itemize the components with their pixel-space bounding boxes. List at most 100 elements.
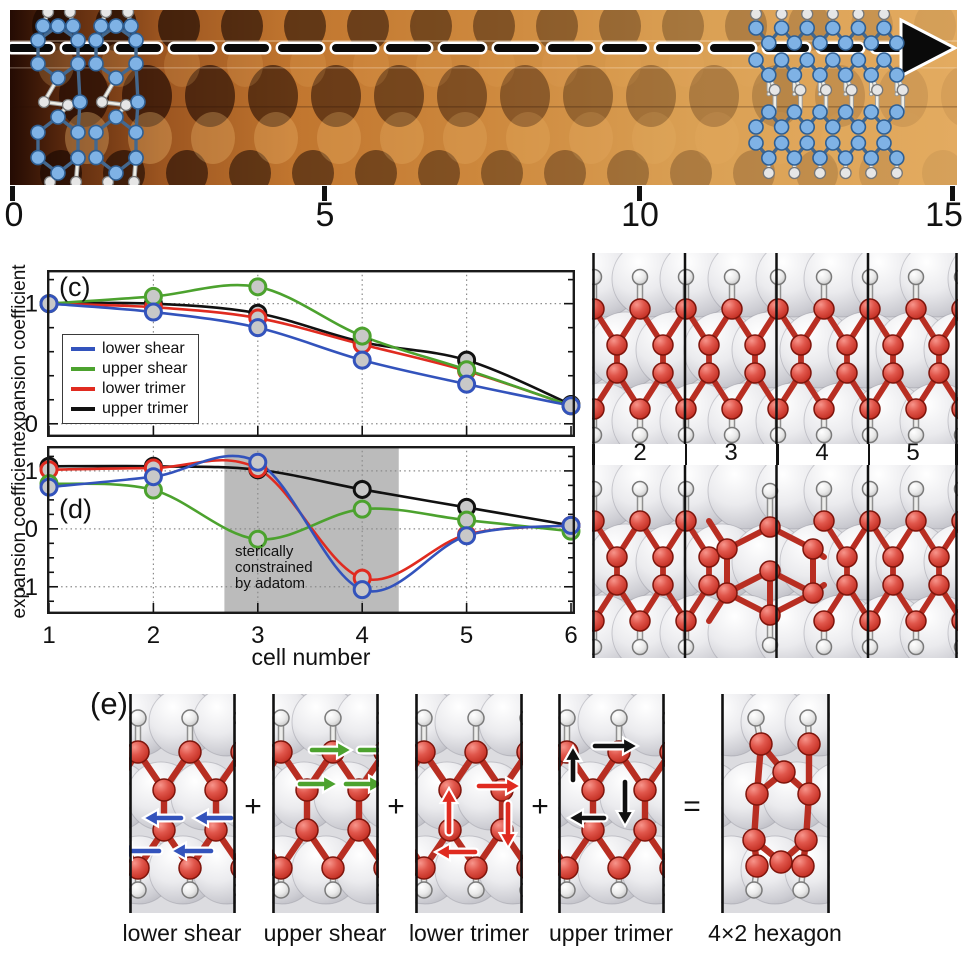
atoms	[592, 480, 958, 656]
scale-label: 5	[315, 196, 335, 234]
epanel-caption: upper shear	[263, 920, 387, 946]
scale-label: 0	[4, 196, 24, 234]
data-marker	[248, 452, 268, 472]
displacement-arrow	[140, 807, 186, 829]
cell-divider	[684, 444, 687, 465]
legend-label: lower shear	[102, 340, 185, 357]
data-marker	[143, 302, 163, 322]
x-tick-label: 5	[460, 622, 473, 649]
legend-entry: lower shear	[71, 339, 188, 359]
gridlines	[47, 270, 575, 437]
operator-plus: +	[387, 790, 405, 823]
epanel-hexagon	[721, 694, 830, 913]
atoms	[742, 709, 821, 899]
epanel-caption: lower shear	[122, 920, 242, 946]
cell-number: 3	[724, 439, 738, 466]
legend-entry: upper trimer	[71, 399, 188, 419]
data-marker	[352, 580, 372, 600]
chart-c-ylabel: expansion coefficient	[9, 264, 30, 442]
operator-plus: +	[531, 790, 549, 823]
structure-slab-hexagon	[592, 465, 958, 658]
stm-artwork	[10, 10, 957, 185]
data-marker	[561, 515, 581, 535]
plot-frame	[47, 270, 575, 438]
legend: lower shear upper shear lower trimer upp…	[62, 334, 200, 424]
panel-c-label: (c)	[59, 272, 91, 302]
data-marker	[457, 374, 477, 394]
data-marker	[143, 286, 163, 306]
data-marker	[248, 277, 268, 297]
x-tick-label: 6	[564, 622, 577, 649]
data-marker	[352, 479, 372, 499]
chart-d-plot: -1 0 1 1 2 3 4 5 6	[17, 446, 581, 649]
displacement-arrow	[307, 739, 355, 761]
scale-label: 15	[925, 196, 963, 234]
compressed-molecule-overlay	[30, 10, 146, 185]
cell-divider	[955, 444, 958, 465]
epanel-caption: 4×2 hexagon	[708, 920, 842, 946]
data-marker	[457, 526, 477, 546]
legend-swatch	[71, 387, 95, 391]
series-curves	[48, 283, 572, 408]
plot-frame	[47, 446, 575, 615]
atoms	[129, 709, 236, 899]
legend-entry: lower trimer	[71, 379, 188, 399]
operator-plus: +	[244, 790, 262, 823]
legend-entry: upper shear	[71, 359, 188, 379]
linescan-arrow-icon	[10, 17, 957, 79]
cell-number: 5	[906, 439, 920, 466]
panel-e-label: (e)	[90, 686, 128, 721]
relaxed-lattice-overlay	[748, 10, 909, 180]
scale-tick-0	[10, 186, 15, 201]
displacement-arrow	[565, 807, 609, 829]
displacement-arrow	[438, 785, 460, 837]
scale-tick-15	[950, 186, 955, 201]
cell-divider	[776, 444, 779, 465]
epanel-upper-trimer	[558, 694, 665, 913]
cell-number: 2	[633, 439, 647, 466]
data-marker	[248, 318, 268, 338]
x-tick-label: 3	[251, 622, 264, 649]
y-tick-label: 1	[25, 458, 38, 485]
data-marker	[561, 396, 581, 416]
chart-c-plot: 01	[25, 270, 581, 438]
legend-label: upper shear	[102, 360, 188, 377]
x-tick-label: 4	[356, 622, 369, 649]
epanel-upper-shear	[272, 694, 379, 913]
displacement-arrow	[168, 840, 216, 862]
epanel-lower-trimer	[415, 694, 523, 913]
atoms	[558, 709, 665, 899]
panel-d-label: (d)	[59, 494, 92, 524]
steric-annotation: sterically constrained by adatom	[235, 543, 313, 592]
y-tick-label: 0	[25, 411, 38, 438]
legend-label: upper trimer	[102, 400, 189, 417]
chart-d-ylabel: expansion coefficient	[9, 441, 30, 619]
x-tick-label: 2	[147, 622, 160, 649]
chart-d: -1 0 1 1 2 3 4 5 6 (d) sterically constrained by…	[17, 446, 581, 649]
scale-label: 10	[621, 196, 659, 234]
stm-image-panel	[10, 10, 957, 185]
scale-tick-10	[637, 186, 642, 201]
data-marker	[352, 350, 372, 370]
operator-equals: =	[683, 790, 701, 823]
scale-tick-5	[322, 186, 327, 201]
data-marker	[143, 467, 163, 487]
epanel-caption: lower trimer	[408, 920, 530, 946]
epanel-lower-shear	[129, 694, 236, 913]
axis-ticks	[48, 455, 573, 612]
epanel-caption: upper trimer	[549, 920, 673, 946]
displacement-arrow	[355, 745, 379, 755]
displacement-arrow	[614, 777, 636, 829]
y-tick-label: -1	[17, 574, 38, 601]
legend-swatch	[71, 367, 95, 371]
substrate-spheres	[272, 694, 379, 905]
cell-divider	[867, 444, 870, 465]
displacement-arrow	[497, 799, 519, 851]
structure-slab-regular	[592, 253, 958, 444]
cell-divider	[592, 444, 595, 465]
displacement-arrow	[562, 743, 584, 785]
legend-swatch	[71, 407, 95, 411]
data-marker	[352, 326, 372, 346]
